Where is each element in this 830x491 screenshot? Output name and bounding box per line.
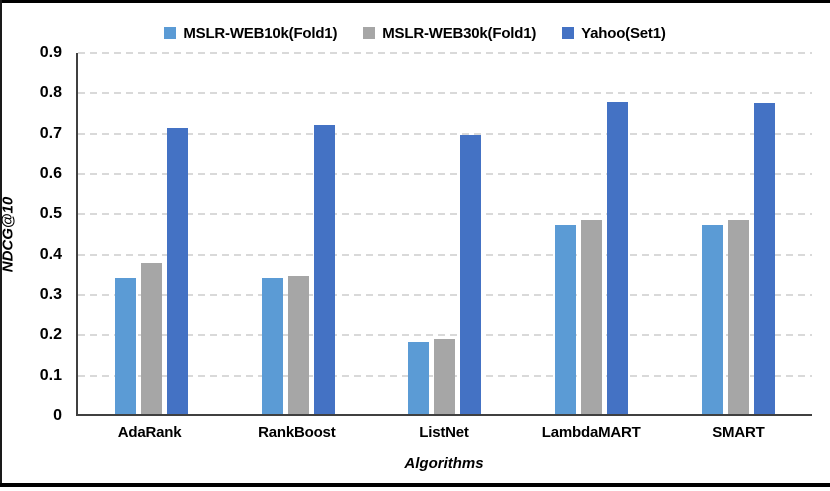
- gridline-0.3: [78, 294, 812, 296]
- y-tick-label-0.4: 0.4: [39, 245, 62, 263]
- x-category-label-ListNet: ListNet: [419, 424, 469, 441]
- legend-item-2: MSLR-WEB30k(Fold1): [363, 25, 536, 42]
- category-group-AdaRank: [78, 53, 225, 414]
- bar-MSLR-WEB10k(Fold1)-LambdaMART: [555, 225, 577, 414]
- x-category-label-SMART: SMART: [712, 424, 765, 441]
- y-tick-label-0.9: 0.9: [39, 44, 62, 61]
- legend-label: Yahoo(Set1): [581, 24, 666, 42]
- gridline-0.5: [78, 213, 812, 216]
- bar-Yahoo(Set1)-LambdaMART: [607, 102, 629, 414]
- x-axis-category-labels: AdaRank RankBoost ListNet LambdaMART SMART: [76, 424, 812, 441]
- bar-MSLR-WEB30k(Fold1)-RankBoost: [287, 275, 309, 414]
- category-group-ListNet: [372, 53, 519, 414]
- legend-swatch-icon: [363, 27, 376, 39]
- bar-MSLR-WEB30k(Fold1)-SMART: [728, 220, 750, 414]
- legend-swatch-icon: [164, 27, 177, 39]
- x-category-label-RankBoost: RankBoost: [258, 424, 336, 441]
- plot-area: [76, 52, 812, 416]
- y-tick-label-0.6: 0.6: [39, 165, 62, 182]
- gridline-0.7: [78, 132, 812, 135]
- legend: MSLR-WEB10k(Fold1) MSLR-WEB30k(Fold1) Yaho…: [0, 20, 830, 46]
- legend-swatch-icon: [562, 27, 575, 39]
- bar-MSLR-WEB10k(Fold1)-RankBoost: [261, 278, 283, 414]
- gridline-0.6: [78, 173, 812, 175]
- legend-label: MSLR-WEB30k(Fold1): [382, 24, 537, 42]
- bar-MSLR-WEB10k(Fold1)-ListNet: [408, 342, 430, 414]
- gridline-0.2: [78, 334, 812, 337]
- x-category-label-AdaRank: AdaRank: [117, 424, 182, 441]
- y-tick-label-0.2: 0.2: [39, 326, 62, 344]
- bar-Yahoo(Set1)-SMART: [754, 102, 776, 414]
- gridline-0.4: [78, 253, 812, 256]
- legend-item-1: MSLR-WEB10k(Fold1): [164, 25, 337, 42]
- legend-item-3: Yahoo(Set1): [562, 24, 666, 42]
- legend-label: MSLR-WEB10k(Fold1): [183, 24, 338, 42]
- frame-left-border: [0, 0, 2, 487]
- x-category-label-LambdaMART: LambdaMART: [541, 424, 641, 441]
- bar-MSLR-WEB30k(Fold1)-ListNet: [434, 338, 456, 414]
- y-tick-label-0.7: 0.7: [39, 124, 62, 142]
- bar-Yahoo(Set1)-AdaRank: [166, 128, 188, 414]
- bar-MSLR-WEB10k(Fold1)-SMART: [702, 225, 724, 414]
- y-axis-title: NDCG@10: [0, 196, 17, 273]
- bars-row: [78, 53, 812, 414]
- gridline-0.8: [78, 92, 812, 95]
- category-group-LambdaMART: [518, 53, 665, 414]
- bar-MSLR-WEB30k(Fold1)-AdaRank: [140, 263, 162, 414]
- frame-top-border: [0, 0, 830, 3]
- y-tick-label-0: 0: [53, 407, 62, 424]
- category-group-RankBoost: [225, 53, 372, 414]
- bar-MSLR-WEB30k(Fold1)-LambdaMART: [581, 220, 603, 414]
- bar-Yahoo(Set1)-RankBoost: [313, 125, 335, 414]
- y-tick-label-0.5: 0.5: [39, 205, 62, 223]
- frame-bottom-border: [0, 483, 830, 487]
- bar-MSLR-WEB10k(Fold1)-AdaRank: [114, 278, 136, 414]
- y-tick-label-0.1: 0.1: [39, 366, 62, 384]
- y-tick-label-0.8: 0.8: [39, 84, 62, 102]
- bar-Yahoo(Set1)-ListNet: [460, 134, 482, 414]
- category-group-SMART: [665, 53, 812, 414]
- y-tick-label-0.3: 0.3: [39, 286, 62, 303]
- x-axis-title: Algorithms: [404, 455, 484, 472]
- gridline-0.9: [78, 52, 812, 54]
